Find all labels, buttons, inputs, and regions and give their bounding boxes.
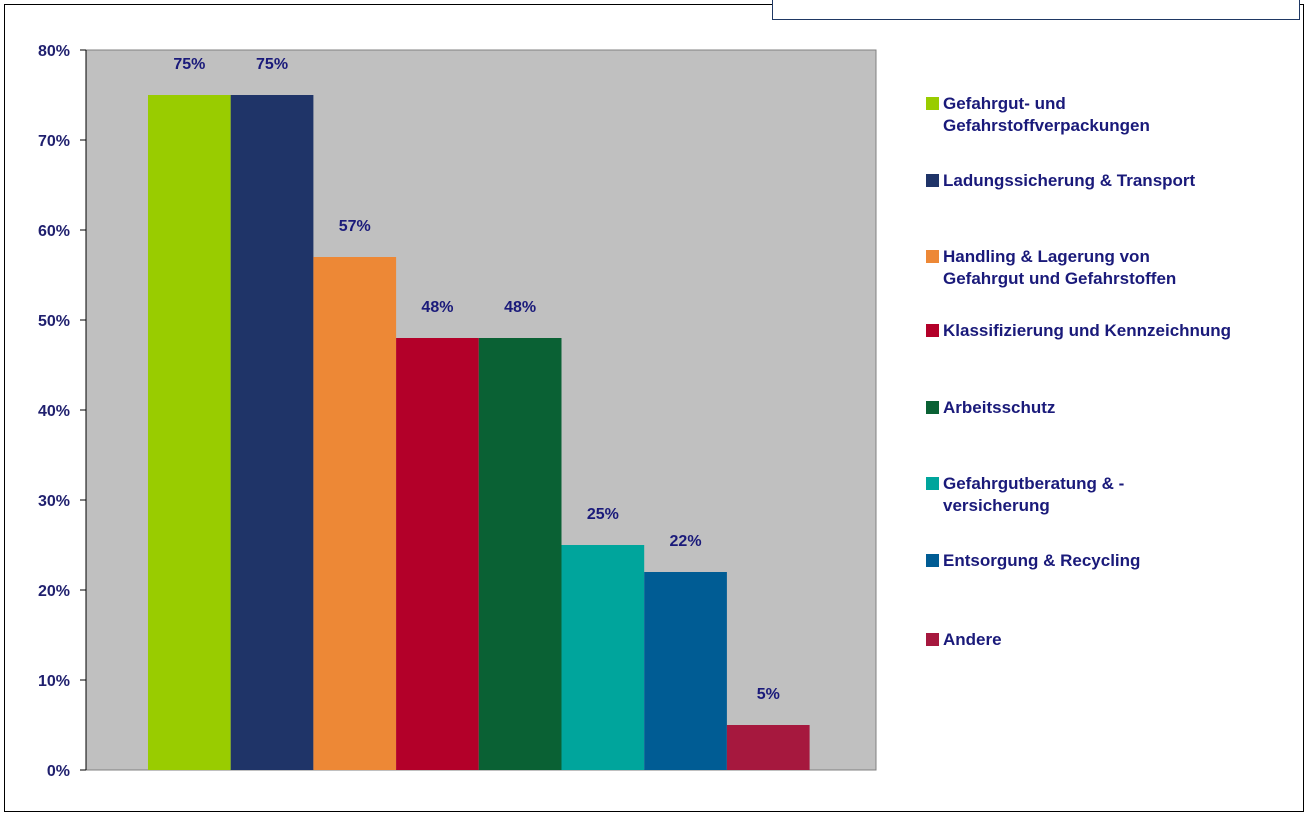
legend-label: Klassifizierung und Kennzeichnung	[943, 320, 1231, 342]
bar	[478, 338, 562, 770]
data-label: 48%	[504, 299, 536, 316]
legend-label-line: Arbeitsschutz	[943, 398, 1056, 417]
legend-label: Gefahrgutberatung & - versicherung	[943, 473, 1124, 517]
legend-label-line: Handling & Lagerung von	[943, 247, 1150, 266]
y-axis: 0% 10% 20% 30% 40% 50% 60% 70% 80%	[38, 43, 87, 780]
header-box	[772, 0, 1300, 20]
legend-label: Andere	[943, 629, 1002, 651]
y-tick-label: 70%	[38, 133, 70, 150]
bar	[726, 725, 810, 770]
legend-swatch	[926, 401, 939, 414]
legend-swatch	[926, 250, 939, 263]
legend-item: Ladungssicherung & Transport	[926, 170, 1195, 192]
y-tick-label: 10%	[38, 673, 70, 690]
legend-swatch	[926, 554, 939, 567]
legend-label: Ladungssicherung & Transport	[943, 170, 1195, 192]
legend-item: Entsorgung & Recycling	[926, 550, 1140, 572]
data-label: 22%	[670, 533, 702, 550]
legend-label-line: Ladungssicherung & Transport	[943, 171, 1196, 190]
bar	[313, 257, 397, 770]
data-label: 57%	[339, 218, 371, 235]
legend-label-line: Gefahrgut und Gefahrstoffen	[943, 269, 1177, 288]
legend-item: Arbeitsschutz	[926, 397, 1055, 419]
legend-swatch	[926, 477, 939, 490]
y-tick-label: 30%	[38, 493, 70, 510]
y-tick-label: 20%	[38, 583, 70, 600]
legend-swatch	[926, 633, 939, 646]
legend-label: Handling & Lagerung von Gefahrgut und Gef…	[943, 246, 1176, 290]
legend-item: Gefahrgut- und Gefahrstoffverpackungen	[926, 93, 1150, 137]
legend-label-line: Gefahrgut- und	[943, 94, 1066, 113]
y-tick-label: 80%	[38, 43, 70, 60]
data-labels: 75% 75% 57% 48% 48% 25% 22% 5%	[173, 56, 779, 703]
y-tick-label: 0%	[47, 763, 70, 780]
bar	[396, 338, 479, 770]
data-label: 25%	[587, 506, 619, 523]
bar	[230, 95, 314, 770]
legend-label-line: Andere	[943, 630, 1002, 649]
data-label: 75%	[256, 56, 288, 73]
legend-label: Gefahrgut- und Gefahrstoffverpackungen	[943, 93, 1150, 137]
bars	[148, 95, 810, 770]
legend-item: Gefahrgutberatung & - versicherung	[926, 473, 1124, 517]
legend-label-line: Klassifizierung und Kennzeichnung	[943, 321, 1232, 340]
legend-item: Handling & Lagerung von Gefahrgut und Gef…	[926, 246, 1176, 290]
legend-label: Arbeitsschutz	[943, 397, 1055, 419]
legend-label-line: Gefahrgutberatung & -	[943, 474, 1125, 493]
legend-swatch	[926, 174, 939, 187]
legend-swatch	[926, 97, 939, 110]
legend-label-line: Gefahrstoffverpackungen	[943, 116, 1150, 135]
legend-swatch	[926, 324, 939, 337]
data-label: 75%	[173, 56, 205, 73]
legend-label-line: Entsorgung & Recycling	[943, 551, 1141, 570]
legend-item: Klassifizierung und Kennzeichnung	[926, 320, 1231, 342]
legend-item: Andere	[926, 629, 1002, 651]
legend-label: Entsorgung & Recycling	[943, 550, 1140, 572]
legend-label-line: versicherung	[943, 496, 1050, 515]
data-label: 48%	[421, 299, 453, 316]
bar	[561, 545, 645, 770]
data-label: 5%	[757, 686, 780, 703]
y-tick-label: 40%	[38, 403, 70, 420]
y-tick-label: 60%	[38, 223, 70, 240]
bar	[644, 572, 727, 770]
y-tick-label: 50%	[38, 313, 70, 330]
bar	[148, 95, 231, 770]
